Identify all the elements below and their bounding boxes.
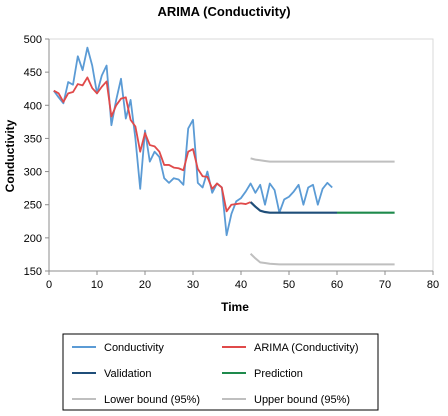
y-tick-label: 500	[24, 34, 42, 46]
plot-area: 0 10 20 30 40 50 60 70 80 150 200 250 300 350 400 450 50…	[24, 34, 439, 291]
x-tick-label: 40	[235, 279, 247, 291]
y-tick-label: 450	[24, 67, 42, 79]
legend-items: Conductivity ARIMA (Conductivity) Validati…	[72, 342, 359, 406]
x-tick-label: 0	[46, 279, 52, 291]
y-tick-label: 400	[24, 100, 42, 112]
y-tick-label: 200	[24, 233, 42, 245]
legend-label: ARIMA (Conductivity)	[254, 342, 359, 354]
legend-label: Validation	[104, 368, 152, 380]
legend-box	[62, 333, 379, 411]
legend: Conductivity ARIMA (Conductivity) Validati…	[62, 333, 379, 411]
x-tick-label: 10	[91, 279, 103, 291]
y-axis-label: Conductivity	[3, 119, 17, 192]
y-tick-label: 300	[24, 167, 42, 179]
y-tick-label: 350	[24, 133, 42, 145]
chart-title: ARIMA (Conductivity)	[157, 4, 290, 19]
x-tick-label: 60	[331, 279, 343, 291]
y-tick-label: 250	[24, 200, 42, 212]
x-tick-label: 70	[379, 279, 391, 291]
x-tick-label: 80	[427, 279, 439, 291]
x-axis-label: Time	[221, 300, 249, 314]
axis-ticks: 0 10 20 30 40 50 60 70 80 150 200 250 300 350 400 450 50…	[24, 34, 439, 291]
series-group	[53, 46, 395, 266]
legend-label: Lower bound (95%)	[104, 394, 200, 406]
series-line-arima-conductivity	[53, 76, 251, 213]
series-line-conductivity	[53, 46, 333, 237]
x-tick-label: 50	[283, 279, 295, 291]
x-tick-label: 20	[139, 279, 151, 291]
legend-label: Upper bound (95%)	[254, 394, 350, 406]
legend-label: Prediction	[254, 368, 303, 380]
x-tick-label: 30	[187, 279, 199, 291]
legend-label: Conductivity	[104, 342, 164, 354]
series-line-validation	[249, 201, 337, 214]
y-tick-label: 150	[24, 266, 42, 278]
series-line-upper-bound-95	[250, 157, 395, 163]
series-line-lower-bound-95	[249, 253, 395, 266]
